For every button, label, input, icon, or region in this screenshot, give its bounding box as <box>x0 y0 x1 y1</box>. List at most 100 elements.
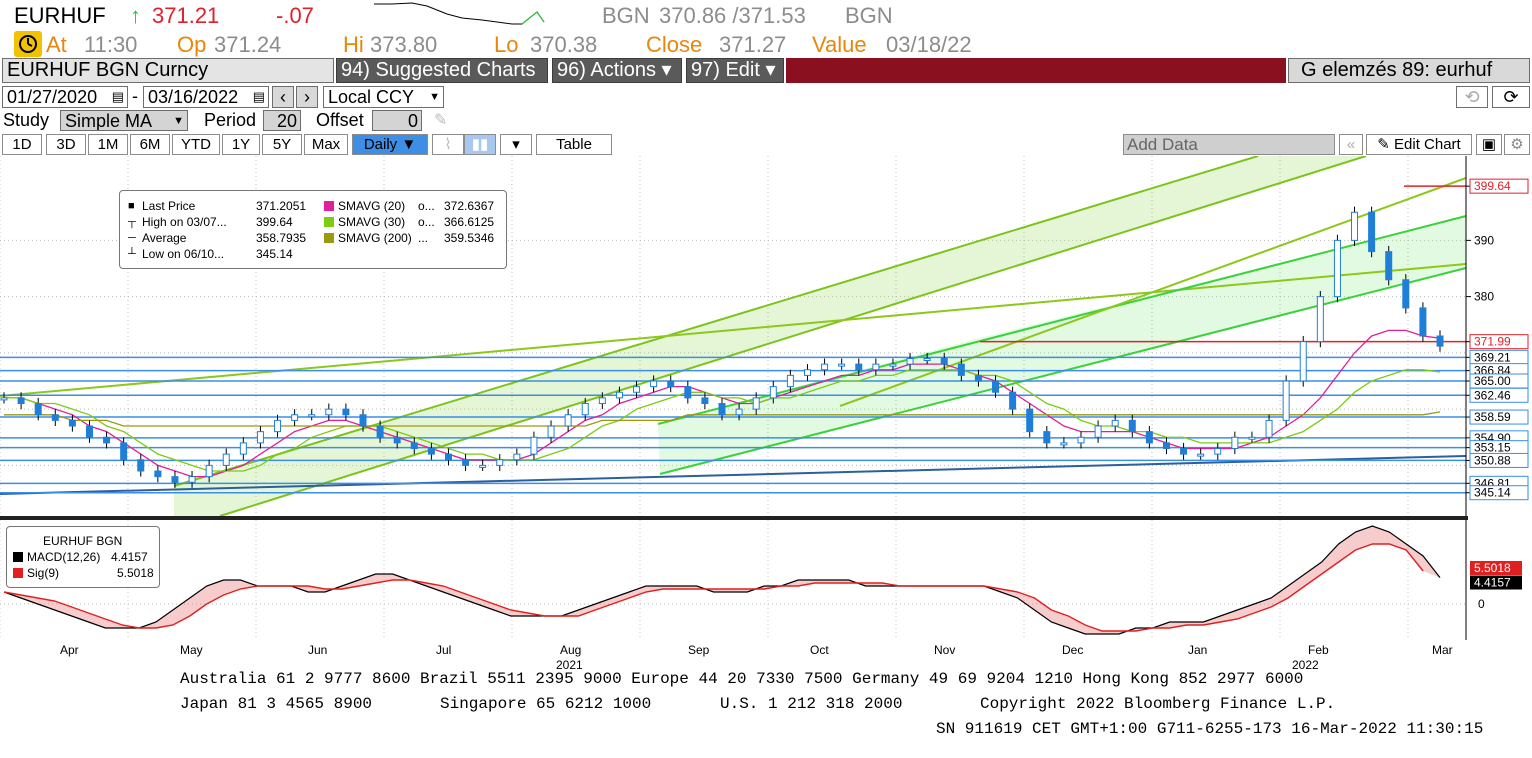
table-button[interactable]: Table <box>536 134 612 155</box>
price-bar <box>1402 279 1410 309</box>
chart-type-dropdown-icon[interactable]: ▾ <box>500 134 532 155</box>
close-value: 371.27 <box>719 32 787 57</box>
date-to-value: 03/16/2022 <box>148 87 239 107</box>
price-bar <box>1265 419 1273 438</box>
redo-button[interactable]: ⟳ <box>1492 86 1530 108</box>
range-button-3d[interactable]: 3D <box>46 134 86 155</box>
clock-icon[interactable] <box>14 31 42 57</box>
legend-ma-suffix: ... <box>418 231 429 245</box>
price-bar <box>496 459 504 466</box>
macd-axis-label: 0 <box>1478 597 1485 611</box>
price-bar <box>222 453 230 466</box>
price-bar <box>137 459 145 472</box>
price-bar <box>171 476 179 483</box>
price-bar <box>992 380 1000 393</box>
price-bar <box>633 386 641 393</box>
month-label: Apr <box>60 643 79 657</box>
range-button-5y[interactable]: 5Y <box>262 134 302 155</box>
footer-singapore: Singapore 65 6212 1000 <box>440 695 652 713</box>
price-bar <box>1197 453 1205 457</box>
support-line <box>0 455 1467 495</box>
actions-menu[interactable]: 96) Actions ▾ <box>552 58 682 83</box>
low-value: 370.38 <box>530 32 598 57</box>
offset-input[interactable]: 0 <box>372 110 422 131</box>
at-value: 11:30 <box>84 32 138 57</box>
signal-label: Sig(9) <box>27 566 60 580</box>
chart-legend[interactable]: ■ Last Price 371.2051 ┬ High on 03/07... 399.… <box>119 190 507 269</box>
price-bar <box>701 397 709 404</box>
currency-select[interactable]: Local CCY ▼ <box>323 86 444 108</box>
price-bar <box>513 453 521 461</box>
undo-button[interactable]: ⟲ <box>1456 86 1488 108</box>
macd-label: MACD(12,26) <box>27 550 101 564</box>
y-axis-label: 390 <box>1474 233 1494 247</box>
edit-menu[interactable]: 97) Edit ▾ <box>686 58 784 83</box>
gear-icon[interactable]: ⚙ <box>1504 134 1530 155</box>
macd-legend-row: MACD(12,26) <box>13 549 100 565</box>
legend-ma-value: 372.6367 <box>444 199 495 213</box>
price-bar <box>855 363 863 371</box>
price-bar <box>1231 436 1239 449</box>
next-period-button[interactable]: › <box>296 86 318 108</box>
price-bar <box>154 470 162 478</box>
range-button-6m[interactable]: 6M <box>130 134 170 155</box>
pane-divider[interactable] <box>0 516 1468 520</box>
price-bar <box>615 391 623 399</box>
date-separator: - <box>132 86 138 106</box>
range-button-ytd[interactable]: YTD <box>172 134 220 155</box>
month-label: Aug <box>560 643 582 657</box>
bid-ask: 370.86 /371.53 <box>659 3 806 28</box>
date-to-field[interactable]: 03/16/2022 ▤ <box>143 86 269 108</box>
range-button-max[interactable]: Max <box>304 134 348 155</box>
title-bar <box>786 58 1286 83</box>
calendar-icon[interactable]: ▤ <box>111 89 124 104</box>
chart-settings-icon[interactable]: ▣ <box>1476 134 1502 155</box>
prev-period-button[interactable]: ‹ <box>272 86 294 108</box>
price-bar <box>51 414 59 421</box>
signal-line <box>3 543 1424 632</box>
macd-fill <box>4 526 1440 634</box>
legend-swatch <box>324 233 334 243</box>
range-button-1d[interactable]: 1D <box>2 134 42 155</box>
signal-value: 5.5018 <box>117 566 154 580</box>
price-bar <box>342 408 350 416</box>
legend-ma-label: SMAVG (30) <box>338 215 406 229</box>
security-field[interactable]: EURHUF BGN Curncy <box>2 58 334 83</box>
collapse-icon[interactable]: « <box>1339 134 1363 155</box>
price-bar <box>906 358 914 365</box>
range-button-1y[interactable]: 1Y <box>222 134 260 155</box>
line-chart-icon[interactable]: ⌇ <box>432 134 464 155</box>
frequency-select[interactable]: Daily ▼ <box>352 134 428 155</box>
pencil-icon[interactable]: ✎ <box>434 112 448 129</box>
edit-chart-button[interactable]: ✎ Edit Chart <box>1366 134 1472 155</box>
sparkline <box>374 2 545 25</box>
at-label: At <box>46 32 67 57</box>
range-button-1m[interactable]: 1M <box>88 134 128 155</box>
period-input[interactable]: 20 <box>263 110 301 131</box>
calendar-icon[interactable]: ▤ <box>252 89 265 104</box>
study-select[interactable]: Simple MA ▼ <box>60 110 188 131</box>
suggested-charts-menu[interactable]: 94) Suggested Charts <box>336 58 548 83</box>
offset-label: Offset <box>316 110 364 130</box>
macd-tag <box>1470 560 1522 575</box>
date-from-field[interactable]: 01/27/2020 ▤ <box>2 86 128 108</box>
price-bar <box>1368 211 1376 253</box>
price-bar <box>547 425 555 438</box>
price-bar <box>1248 436 1256 440</box>
y-axis-label: 369.21 <box>1474 350 1511 364</box>
macd-legend[interactable]: EURHUF BGN MACD(12,26) 4.4157 Sig(9) 5.5… <box>6 526 160 588</box>
add-data-input[interactable]: Add Data <box>1123 134 1335 155</box>
price-bar <box>205 464 213 478</box>
legend-ma-value: 359.5346 <box>444 231 495 245</box>
price-bar <box>581 403 589 416</box>
trend-line <box>219 156 1367 517</box>
month-label: Mar <box>1432 643 1453 657</box>
price-chart[interactable]: 399.64390380371.99369.21366.84365.00362.… <box>0 156 1532 518</box>
price-bar <box>1385 251 1393 281</box>
price-bar <box>85 425 93 438</box>
net-change: -.07 <box>276 3 314 28</box>
y-tag <box>1469 334 1529 350</box>
macd-tag <box>1470 575 1522 590</box>
bar-chart-icon[interactable]: ▮▮ <box>464 134 496 155</box>
